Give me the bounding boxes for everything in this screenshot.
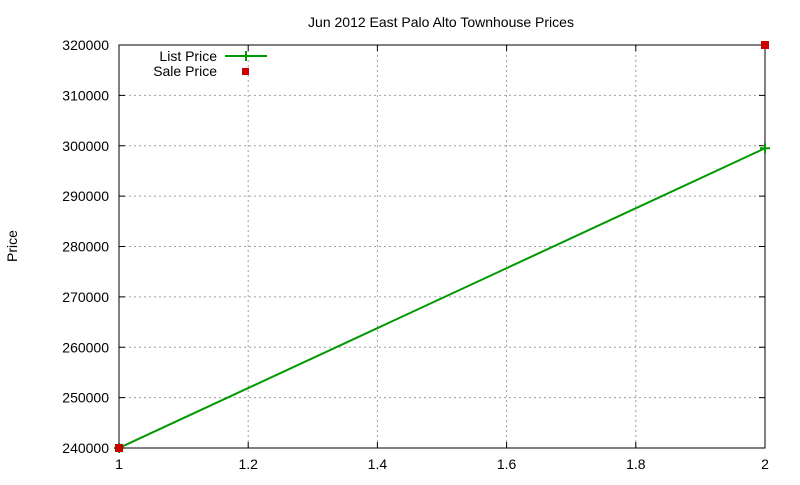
y-tick-label: 270000	[62, 289, 109, 305]
x-tick-label: 1.8	[626, 456, 646, 472]
legend-label-sale-price: Sale Price	[153, 63, 217, 79]
legend: List Price Sale Price	[153, 48, 267, 79]
y-tick-label: 290000	[62, 188, 109, 204]
y-axis-label: Price	[4, 230, 20, 262]
x-tick-label: 1	[115, 456, 123, 472]
y-tick-label: 310000	[62, 87, 109, 103]
x-tick-label: 1.4	[368, 456, 388, 472]
y-tick-label: 300000	[62, 138, 109, 154]
sale-price-point	[761, 41, 769, 49]
series-layer	[114, 41, 770, 453]
chart-title: Jun 2012 East Palo Alto Townhouse Prices	[308, 14, 574, 30]
list-price-line	[118, 147, 766, 449]
y-tick-label: 250000	[62, 390, 109, 406]
y-tick-label: 280000	[62, 239, 109, 255]
x-tick-label: 2	[761, 456, 769, 472]
axis-ticks: 240000 250000 260000 270000 280000 290000 3000…	[62, 37, 769, 472]
legend-label-list-price: List Price	[159, 48, 217, 64]
y-tick-label: 240000	[62, 440, 109, 456]
x-tick-label: 1.6	[497, 456, 517, 472]
y-tick-label: 260000	[62, 339, 109, 355]
grid	[119, 45, 765, 448]
x-tick-label: 1.2	[238, 456, 258, 472]
y-tick-label: 320000	[62, 37, 109, 53]
sale-price-point	[115, 444, 123, 452]
legend-square-icon	[242, 68, 249, 75]
